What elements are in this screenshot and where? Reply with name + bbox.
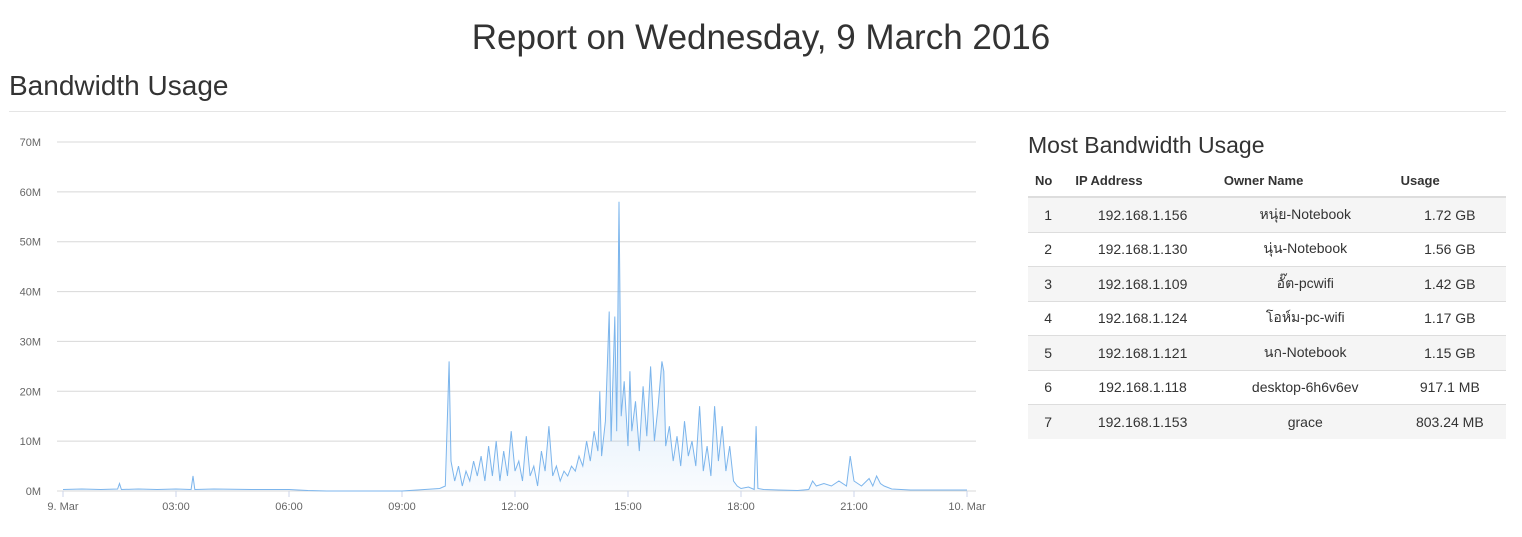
table-cell: 4	[1028, 300, 1069, 336]
y-tick-label: 0M	[26, 486, 41, 498]
table-cell: 7	[1028, 404, 1069, 439]
table-cell: desktop-6h6v6ev	[1216, 369, 1394, 405]
table-row: 2 192.168.1.130 นุ่น-Notebook 1.56 GB	[1028, 231, 1506, 267]
table-row: 1 192.168.1.156 หนุ่ย-Notebook 1.72 GB	[1028, 196, 1506, 232]
table-cell: 192.168.1.118	[1068, 369, 1217, 405]
x-tick-label: 9. Mar	[47, 501, 79, 513]
y-tick-label: 40M	[20, 287, 41, 299]
x-tick-label: 10. Mar	[948, 501, 986, 513]
table-row: 5 192.168.1.121 นก-Notebook 1.15 GB	[1028, 335, 1506, 370]
table-row: 4 192.168.1.124 โอห์ม-pc-wifi 1.17 GB	[1028, 300, 1506, 336]
table-cell: อั๊ต-pcwifi	[1216, 266, 1394, 301]
divider	[9, 111, 1506, 112]
table-cell: 2	[1028, 231, 1069, 267]
table-cell: 917.1 MB	[1393, 369, 1506, 405]
table-cell: 1.72 GB	[1393, 196, 1506, 232]
table-cell: grace	[1216, 404, 1394, 439]
y-tick-label: 50M	[20, 237, 41, 249]
table-panel: Most Bandwidth Usage No IP Address Owner N…	[1028, 132, 1506, 439]
table-cell: 5	[1028, 335, 1069, 370]
table-cell: นก-Notebook	[1216, 335, 1394, 370]
table-cell: นุ่น-Notebook	[1216, 231, 1394, 267]
y-tick-label: 30M	[20, 336, 41, 348]
y-tick-label: 70M	[20, 137, 41, 149]
area-fill	[63, 201, 967, 492]
report-title: Report on Wednesday, 9 March 2016	[471, 18, 1051, 57]
table-cell: 6	[1028, 369, 1069, 405]
chart: 0M 10M 20M 30M 40M 50M 60M 70M 9. Mar 03:00 06:00 0…	[20, 137, 986, 513]
table-cell: 1.56 GB	[1393, 231, 1506, 267]
table-cell: 1.42 GB	[1393, 266, 1506, 301]
table-row: 7 192.168.1.153 grace 803.24 MB	[1028, 404, 1506, 439]
x-tick-label: 15:00	[614, 501, 642, 513]
table-cell: 192.168.1.124	[1068, 300, 1217, 336]
y-tick-label: 60M	[20, 187, 41, 199]
header-row: No IP Address Owner Name Usage	[1028, 173, 1506, 198]
table-row: 6 192.168.1.118 desktop-6h6v6ev 917.1 MB	[1028, 369, 1506, 405]
column-header: IP Address	[1068, 173, 1217, 198]
table-cell: 192.168.1.153	[1068, 404, 1217, 439]
table-cell: 1.15 GB	[1393, 335, 1506, 370]
x-tick-label: 12:00	[501, 501, 529, 513]
x-tick-label: 09:00	[388, 501, 416, 513]
x-tick-label: 06:00	[275, 501, 303, 513]
usage-table: No IP Address Owner Name Usage 1 192.168.1.15…	[1028, 173, 1506, 439]
table-cell: หนุ่ย-Notebook	[1216, 196, 1394, 232]
x-tick-label: 18:00	[727, 501, 755, 513]
x-tick-label: 21:00	[840, 501, 868, 513]
x-tick-label: 03:00	[162, 501, 190, 513]
table-row: 3 192.168.1.109 อั๊ต-pcwifi 1.42 GB	[1028, 266, 1506, 301]
table-cell: 1.17 GB	[1393, 300, 1506, 336]
column-header: No	[1028, 173, 1069, 198]
table-cell: 192.168.1.156	[1068, 196, 1217, 232]
table-cell: 192.168.1.121	[1068, 335, 1217, 370]
table-cell: 3	[1028, 266, 1069, 301]
y-tick-label: 10M	[20, 436, 41, 448]
section-title: Bandwidth Usage	[9, 70, 229, 101]
table-cell: 1	[1028, 196, 1069, 232]
table-title: Most Bandwidth Usage	[1028, 132, 1265, 158]
column-header: Usage	[1393, 173, 1506, 198]
table-cell: 192.168.1.130	[1068, 231, 1217, 267]
column-header: Owner Name	[1216, 173, 1394, 198]
y-tick-label: 20M	[20, 386, 41, 398]
table-cell: 192.168.1.109	[1068, 266, 1217, 301]
table-cell: 803.24 MB	[1393, 404, 1506, 439]
usage-line	[62, 201, 967, 492]
table-cell: โอห์ม-pc-wifi	[1216, 300, 1394, 336]
